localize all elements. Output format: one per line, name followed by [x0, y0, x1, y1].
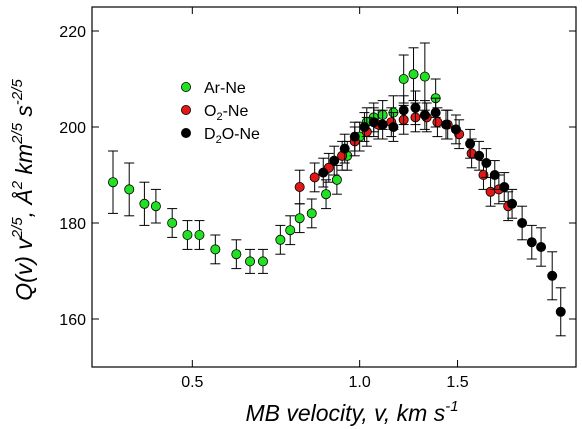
- data-point: [321, 189, 332, 200]
- y-tick-label: 180: [59, 216, 86, 233]
- data-point: [485, 186, 496, 197]
- y-tick-label: 220: [59, 24, 86, 41]
- series-2: [318, 90, 566, 337]
- legend: Ar-Ne O2-Ne D2O-Ne: [180, 80, 260, 146]
- data-point: [124, 184, 135, 195]
- data-point: [368, 117, 379, 128]
- data-point: [309, 172, 320, 183]
- data-point: [359, 122, 370, 133]
- data-point: [377, 119, 388, 130]
- data-point: [517, 217, 528, 228]
- series-0: [108, 42, 441, 274]
- data-point: [419, 110, 430, 121]
- y-tick-label: 200: [59, 120, 86, 137]
- data-point: [182, 229, 193, 240]
- data-point: [245, 256, 256, 267]
- x-tick-label: 1.0: [349, 374, 371, 391]
- data-point: [306, 208, 317, 219]
- axis-ticks: 0.5 1.0 1.5 160 180 200 220: [59, 7, 576, 391]
- data-point: [450, 124, 461, 135]
- y-tick-label: 160: [59, 312, 86, 329]
- data-point: [398, 74, 409, 85]
- legend-marker: [180, 82, 191, 93]
- data-point: [108, 177, 119, 188]
- data-point: [139, 198, 150, 209]
- data-point: [536, 241, 547, 252]
- data-point: [349, 131, 360, 142]
- data-point: [526, 237, 537, 248]
- y-axis-title: Q(v) v2/5, Å2 km2/5 s-2/5: [9, 79, 37, 301]
- data-point: [481, 157, 492, 168]
- data-point: [331, 174, 342, 185]
- data-point: [489, 169, 500, 180]
- data-point: [257, 256, 268, 267]
- data-point: [547, 270, 558, 281]
- legend-marker: [180, 127, 191, 138]
- data-point: [474, 150, 485, 161]
- data-point: [339, 143, 350, 154]
- data-point: [294, 213, 305, 224]
- data-point: [398, 105, 409, 116]
- data-point: [275, 234, 286, 245]
- data-point: [329, 155, 340, 166]
- data-point: [210, 244, 221, 255]
- data-point: [430, 107, 441, 118]
- data-point: [285, 225, 296, 236]
- legend-marker: [180, 105, 191, 116]
- data-point: [555, 306, 566, 317]
- data-series: [108, 42, 566, 337]
- data-point: [465, 138, 476, 149]
- x-tick-label: 1.5: [446, 374, 468, 391]
- data-point: [294, 181, 305, 192]
- data-point: [432, 117, 443, 128]
- x-tick-label: 0.5: [181, 374, 203, 391]
- legend-label: D2O-Ne: [204, 126, 260, 146]
- data-point: [410, 102, 421, 113]
- data-point: [408, 69, 419, 80]
- data-point: [231, 249, 242, 260]
- data-point: [507, 198, 518, 209]
- data-point: [499, 181, 510, 192]
- data-point: [150, 201, 161, 212]
- data-point: [388, 122, 399, 133]
- data-point: [441, 119, 452, 130]
- data-point: [194, 229, 205, 240]
- plot-frame: [91, 6, 577, 368]
- data-point: [318, 167, 329, 178]
- data-point: [419, 71, 430, 82]
- x-axis-title: MB velocity, v, km s-1: [245, 398, 458, 426]
- data-point: [167, 217, 178, 228]
- legend-label: O2-Ne: [204, 103, 248, 123]
- legend-label: Ar-Ne: [204, 80, 246, 97]
